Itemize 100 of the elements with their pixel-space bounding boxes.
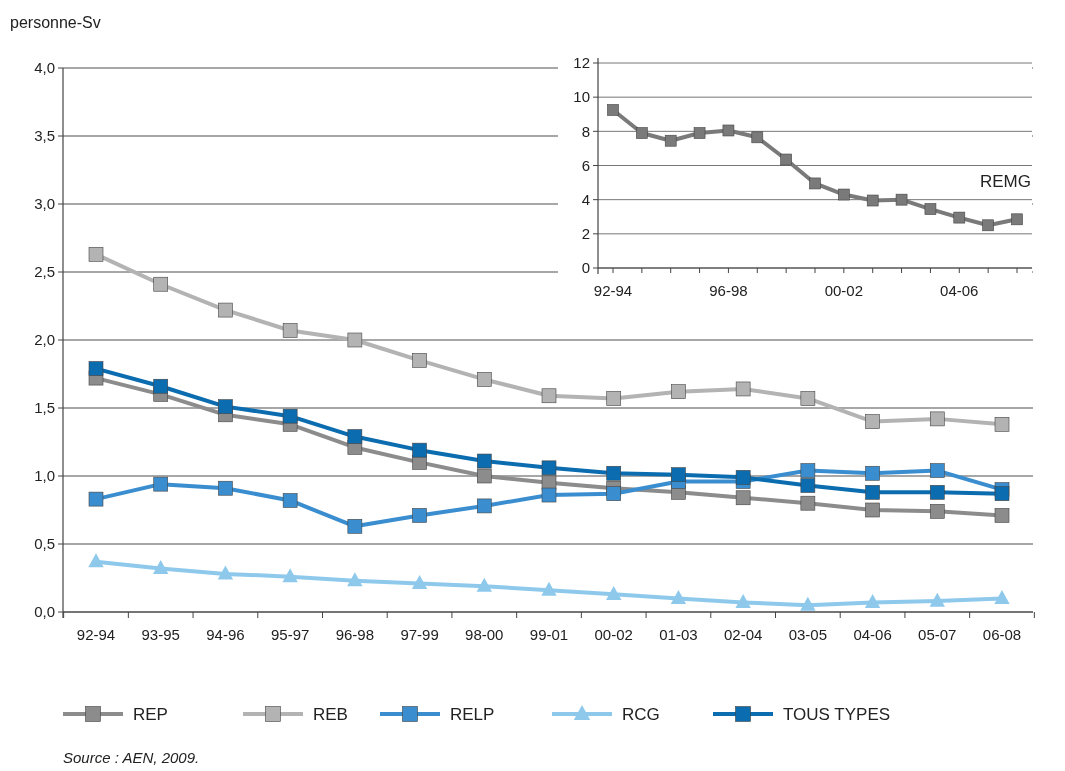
x-tick-label: 00-02 — [594, 626, 633, 643]
point — [88, 247, 104, 262]
point — [800, 463, 816, 478]
x-tick-label: 99-01 — [529, 626, 569, 643]
point — [411, 575, 428, 590]
point — [541, 487, 557, 503]
x-tick-label: 98-00 — [465, 626, 504, 643]
y-tick-label: 2 — [581, 225, 590, 243]
x-tick-label: 97-99 — [400, 626, 439, 643]
y-tick-label: 0,0 — [34, 603, 55, 621]
point — [282, 493, 298, 508]
point — [735, 470, 751, 485]
point — [412, 508, 427, 523]
legend-label: TOUS TYPES — [783, 704, 891, 724]
point — [347, 572, 363, 587]
y-tick-label: 0,5 — [34, 535, 55, 553]
point — [282, 408, 298, 424]
point — [924, 203, 937, 215]
point — [994, 486, 1010, 501]
point — [217, 565, 234, 580]
legend-label: REB — [313, 704, 348, 724]
y-tick-label: 2,5 — [34, 263, 55, 281]
y-tick-label: 0 — [581, 259, 590, 277]
point — [606, 585, 622, 600]
point — [476, 453, 492, 469]
point — [838, 188, 850, 201]
x-tick-label: 93-95 — [141, 626, 180, 643]
source-note: Source : AEN, 2009. — [63, 749, 200, 766]
y-axis-title: personne-Sv — [10, 14, 101, 31]
legend-label: RELP — [450, 704, 495, 724]
point — [800, 478, 816, 493]
point — [751, 131, 764, 144]
point — [800, 495, 816, 511]
x-tick-label: 03-05 — [788, 626, 828, 643]
point — [347, 332, 363, 348]
point — [606, 465, 622, 481]
y-tick-label: 1,5 — [34, 399, 55, 417]
x-tick-label: 96-98 — [335, 626, 375, 643]
point — [218, 302, 233, 318]
point — [541, 460, 557, 476]
point — [735, 594, 751, 609]
point — [476, 498, 492, 514]
point — [153, 476, 169, 492]
x-tick-label: 01-03 — [659, 626, 698, 643]
point — [929, 411, 945, 427]
x-tick-label: 00-02 — [824, 282, 864, 299]
y-tick-label: 4,0 — [34, 59, 55, 77]
point — [982, 219, 994, 232]
point — [994, 590, 1010, 604]
y-tick-label: 3,0 — [34, 195, 55, 213]
point — [693, 127, 706, 139]
point — [476, 577, 492, 592]
y-tick-label: 1,0 — [34, 467, 55, 485]
point — [929, 504, 945, 519]
point — [800, 596, 816, 611]
point — [809, 177, 821, 190]
point — [282, 568, 298, 583]
point — [636, 127, 648, 139]
y-tick-label: 2,0 — [34, 331, 55, 349]
y-tick-label: 3,5 — [34, 127, 55, 145]
y-tick-label: 12 — [573, 54, 590, 72]
point — [412, 442, 427, 458]
point — [153, 276, 169, 292]
point — [88, 491, 104, 507]
point — [412, 353, 427, 368]
point — [671, 467, 686, 482]
point — [670, 590, 687, 604]
point — [607, 104, 619, 116]
point — [994, 417, 1010, 432]
point — [865, 502, 880, 518]
point — [953, 211, 966, 224]
x-tick-label: 92-94 — [593, 282, 633, 299]
series-label: REMG — [980, 172, 1031, 192]
point — [541, 388, 557, 404]
point — [929, 592, 945, 607]
point — [800, 391, 816, 406]
x-tick-label: 96-98 — [709, 282, 748, 299]
point — [476, 468, 492, 484]
point — [282, 323, 298, 338]
point — [994, 508, 1010, 523]
x-tick-label: 94-96 — [206, 626, 245, 643]
point — [671, 384, 686, 399]
point — [347, 519, 363, 534]
point — [218, 399, 233, 414]
point — [218, 480, 233, 496]
point — [664, 134, 677, 147]
y-tick-label: 6 — [581, 156, 590, 174]
x-tick-label: 05-07 — [918, 626, 957, 643]
point — [895, 193, 908, 206]
point — [929, 463, 945, 478]
point — [735, 381, 751, 397]
point — [153, 560, 169, 575]
x-tick-label: 92-94 — [76, 626, 116, 643]
point — [864, 594, 881, 609]
point — [153, 378, 169, 394]
point — [1011, 213, 1023, 226]
point — [606, 486, 622, 501]
y-tick-label: 4 — [581, 190, 590, 208]
x-tick-label: 04-06 — [940, 282, 979, 299]
point — [780, 153, 792, 166]
